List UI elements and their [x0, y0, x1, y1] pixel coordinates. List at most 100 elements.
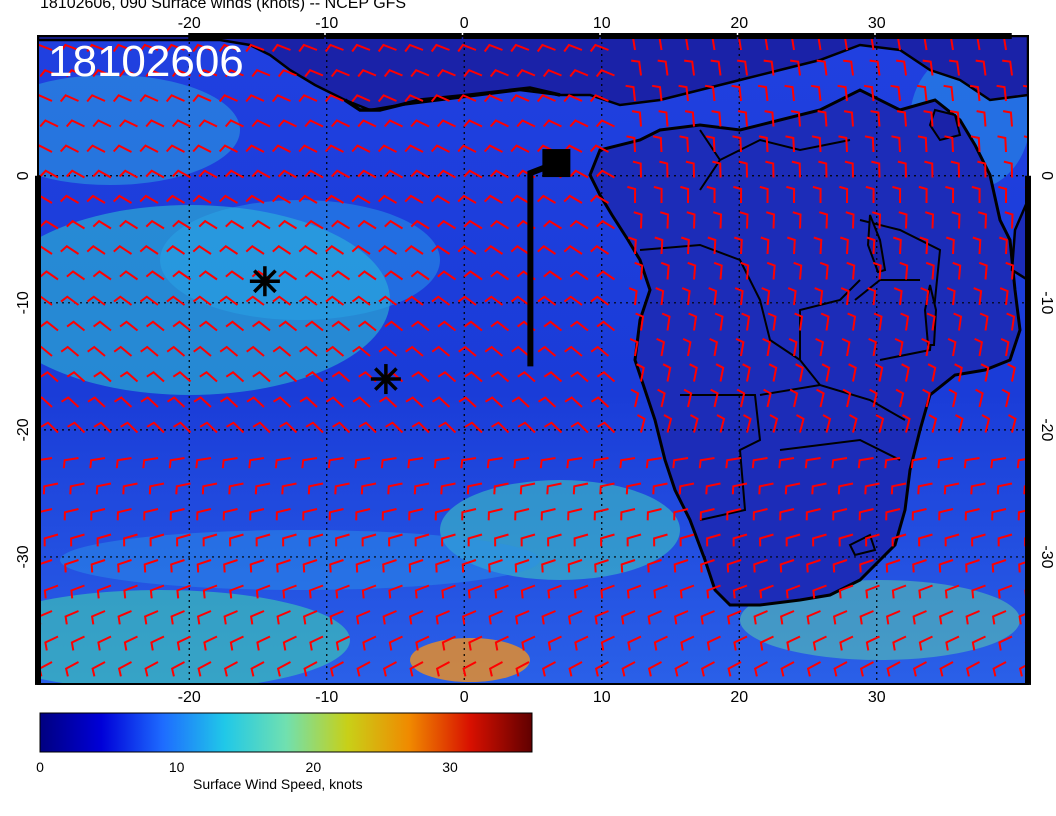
wind-barb	[462, 661, 477, 677]
wind-barb	[969, 84, 981, 102]
wind-barb	[252, 320, 271, 332]
wind-barb	[437, 219, 457, 230]
wind-barb	[224, 169, 244, 179]
wind-barb	[229, 533, 244, 547]
wind-barb	[891, 533, 907, 547]
wind-barb	[119, 320, 139, 332]
wind-barb	[274, 457, 291, 469]
wind-barb	[767, 312, 777, 331]
wind-barb	[384, 320, 404, 332]
wind-barb	[93, 421, 112, 434]
wind-barb	[653, 635, 668, 651]
wind-barb	[43, 533, 59, 547]
wind-barb	[254, 482, 271, 495]
wind-barb	[272, 245, 292, 255]
wind-barb	[149, 584, 165, 599]
wind-barb	[39, 68, 59, 78]
wind-barb	[170, 661, 185, 677]
wind-barb	[964, 508, 980, 521]
wind-barb	[139, 43, 159, 53]
wind-barb	[434, 508, 450, 521]
wind-barb	[119, 219, 139, 230]
wind-barb	[819, 261, 829, 280]
wind-barb	[245, 245, 265, 255]
wind-barb	[866, 236, 876, 255]
wind-barb	[378, 345, 398, 357]
wind-barb	[378, 245, 398, 255]
wind-barb	[600, 635, 615, 651]
wind-barb	[921, 337, 931, 357]
wind-barb	[630, 388, 640, 408]
wind-barb	[351, 295, 371, 306]
wind-barb	[627, 185, 637, 204]
wind-barb	[467, 533, 483, 547]
wind-barb	[278, 371, 298, 383]
wind-barb	[60, 295, 80, 306]
wind-barb	[1026, 688, 1038, 703]
wind-barb	[788, 337, 798, 357]
wind-barb	[990, 457, 1007, 469]
wind-barb	[192, 43, 212, 53]
wind-barb	[272, 345, 292, 357]
wind-barb	[816, 388, 825, 408]
wind-barb	[870, 110, 881, 127]
wind-barb	[646, 508, 662, 521]
wind-barb	[634, 261, 644, 280]
wind-barb	[384, 270, 404, 281]
wind-barb	[794, 312, 804, 331]
wind-barb	[60, 345, 80, 357]
wind-barb	[65, 169, 85, 179]
wind-barb	[430, 43, 450, 53]
wind-barb	[679, 135, 689, 153]
wind-barb	[457, 94, 477, 103]
wind-barb	[70, 533, 85, 547]
wind-barb	[897, 160, 907, 178]
wind-barb	[758, 482, 774, 495]
wind-barb	[40, 320, 59, 332]
wind-barb	[594, 559, 609, 573]
wind-barb	[198, 169, 218, 179]
wind-barb	[1030, 162, 1038, 178]
wind-barb	[620, 508, 636, 521]
wind-barb	[540, 508, 556, 521]
wind-barb	[193, 396, 212, 408]
wind-barb	[362, 635, 377, 651]
wind-barb	[537, 345, 557, 357]
wind-barb	[920, 688, 932, 703]
wind-barb	[865, 635, 880, 651]
wind-barb	[413, 482, 430, 495]
wind-barb	[511, 396, 530, 408]
wind-barb	[762, 337, 772, 357]
wind-barb	[1034, 364, 1041, 381]
wind-barb	[912, 661, 927, 677]
wind-barb	[846, 261, 856, 280]
wind-barb	[685, 160, 695, 178]
wind-barb	[892, 236, 902, 255]
wind-barb	[954, 363, 963, 382]
wind-barb	[249, 610, 265, 625]
wind-barb	[277, 68, 297, 78]
wind-barb	[139, 245, 159, 255]
wind-barb	[301, 457, 318, 469]
wind-barb	[510, 194, 530, 204]
wind-barb	[352, 345, 371, 357]
wind-barb	[410, 119, 430, 128]
wind-barb	[218, 194, 239, 204]
wind-barb	[433, 457, 450, 469]
wind-barb	[732, 533, 748, 547]
wind-barb	[673, 508, 689, 521]
wind-barb	[917, 482, 933, 495]
wind-barb	[118, 169, 138, 179]
wind-barb	[992, 661, 1007, 677]
left-lat-label: -30	[15, 545, 32, 568]
wind-barb	[922, 388, 931, 408]
wind-barb	[38, 345, 53, 357]
wind-barb	[947, 688, 959, 703]
wind-barb	[466, 482, 483, 495]
wind-barb	[923, 110, 934, 127]
wind-barb	[329, 610, 344, 625]
wind-barb	[726, 508, 742, 521]
wind-barb	[927, 363, 937, 382]
wind-barb	[431, 245, 451, 255]
wind-barb	[787, 287, 797, 306]
